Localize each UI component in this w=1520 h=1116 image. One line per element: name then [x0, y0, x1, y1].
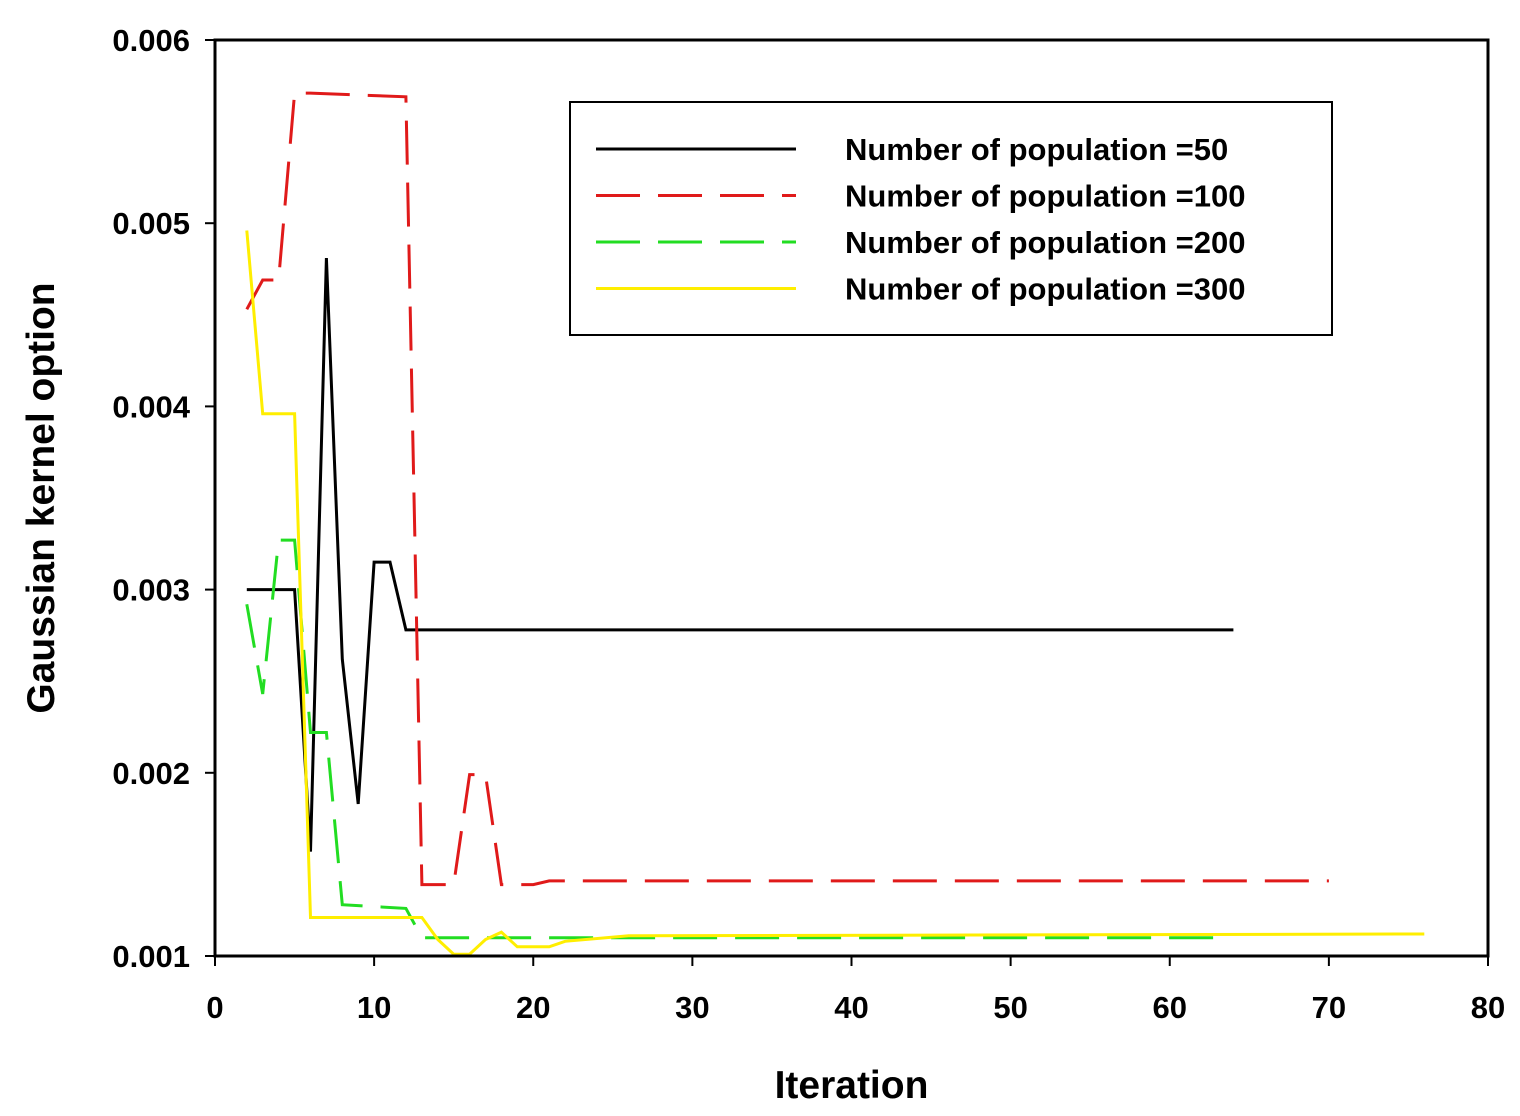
- legend-box: [569, 101, 1333, 336]
- x-tick-label: 70: [1312, 990, 1346, 1025]
- legend: Number of population =50 Number of popula…: [569, 101, 1333, 336]
- x-axis-title: Iteration: [775, 1064, 929, 1107]
- x-tick-label: 10: [357, 990, 391, 1025]
- ticks-layer: 0 10 20 30 40 50 60 70 80 0.001 0.002 0.003 0.004 0.0…: [112, 23, 1505, 1025]
- y-tick-label: 0.006: [112, 23, 190, 58]
- legend-label-3: Number of population =200: [845, 225, 1245, 260]
- legend-items: Number of population =50 Number of popula…: [596, 132, 1245, 307]
- x-tick-label: 40: [834, 990, 868, 1025]
- legend-label-4: Number of population =300: [845, 272, 1245, 307]
- x-tick-label: 50: [993, 990, 1027, 1025]
- series-line-3: [245, 538, 1218, 940]
- y-tick-label: 0.004: [112, 389, 190, 424]
- series-layer: [245, 91, 1425, 956]
- series-line-4: [245, 230, 1425, 956]
- x-tick-label: 80: [1471, 990, 1505, 1025]
- series-line-1: [246, 257, 1234, 852]
- y-tick-label: 0.002: [112, 756, 190, 791]
- y-tick-label: 0.001: [112, 939, 190, 974]
- series-line-2: [245, 91, 1329, 887]
- y-axis-title: Gaussian kernel option: [20, 282, 63, 713]
- y-tick-label: 0.005: [112, 206, 190, 241]
- legend-label-1: Number of population =50: [845, 132, 1228, 167]
- y-tick-label: 0.003: [112, 573, 190, 608]
- x-tick-label: 30: [675, 990, 709, 1025]
- x-tick-label: 60: [1153, 990, 1187, 1025]
- legend-label-2: Number of population =100: [845, 179, 1245, 214]
- x-tick-label: 0: [206, 990, 223, 1025]
- x-tick-label: 20: [516, 990, 550, 1025]
